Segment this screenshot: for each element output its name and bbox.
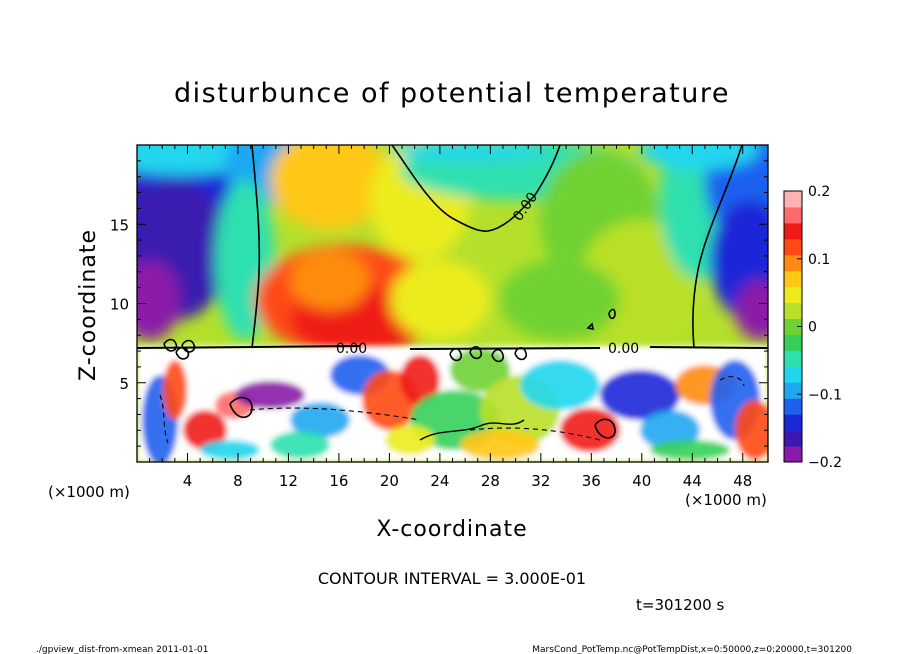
field-blob	[520, 360, 600, 410]
x-tick-label: 24	[430, 472, 449, 490]
colorbar-swatch	[784, 446, 802, 463]
colorbar: 0.2 0.1 0 −0.1 −0.2	[783, 184, 842, 471]
field-blob	[390, 145, 550, 160]
x-tick-label: 8	[233, 472, 243, 490]
field-blob	[650, 440, 730, 460]
field-blob	[137, 260, 180, 340]
x-unit-left: (×1000 m)	[48, 483, 130, 501]
footer-right: MarsCond_PotTemp.nc@PotTempDist,x=0:5000…	[532, 645, 852, 654]
x-tick-label: 40	[632, 472, 651, 490]
field-blob	[460, 430, 540, 460]
colorbar-swatch	[784, 382, 802, 399]
colorbar-tick-label: −0.1	[808, 387, 842, 403]
colorbar-swatch	[784, 238, 802, 256]
x-axis: 4 8 12 16 20 24 28 32 36 40 44 48	[136, 145, 769, 490]
footer-left: ./gpview_dist-from-xmean 2011-01-01	[36, 645, 208, 654]
contour-zero-left	[251, 145, 261, 349]
colorbar-swatch	[784, 398, 802, 415]
colorbar-swatch	[784, 334, 802, 351]
field-blob	[163, 360, 187, 420]
field-blob	[640, 145, 760, 170]
colorbar-tick-label: −0.2	[808, 455, 842, 471]
x-tick-label: 4	[183, 472, 193, 490]
field-blob	[235, 381, 305, 409]
colorbar-swatch	[784, 222, 802, 240]
plot-area: 0.00 0.00 0.00	[137, 145, 768, 462]
y-tick-label: 15	[110, 216, 129, 234]
contour-interval-text: CONTOUR INTERVAL = 3.000E-01	[318, 569, 586, 588]
contour-zero-right	[692, 145, 743, 349]
field-blob	[400, 355, 440, 405]
x-tick-label: 20	[380, 472, 399, 490]
field-blob	[640, 410, 700, 450]
colorbar-swatch	[784, 302, 802, 320]
time-text: t=301200 s	[636, 596, 724, 614]
colorbar-swatch	[784, 206, 802, 224]
contour-zero-top	[391, 145, 561, 232]
colorbar-swatch	[784, 350, 802, 367]
y-tick-label: 10	[110, 296, 129, 314]
contour-label: 0.00	[608, 341, 639, 357]
colorbar-swatch	[784, 270, 802, 288]
x-tick-label: 16	[329, 472, 348, 490]
y-tick-label: 5	[119, 375, 129, 393]
field-blob	[200, 440, 260, 460]
field-blob	[450, 348, 510, 392]
x-tick-label: 32	[531, 472, 550, 490]
contour-interface	[137, 345, 768, 350]
field-blob	[270, 431, 330, 459]
field-blob	[500, 260, 620, 340]
contour-label: 0.00	[336, 341, 367, 357]
field-blob	[270, 145, 390, 230]
x-tick-label: 36	[582, 472, 601, 490]
y-axis-label: Z-coordinate	[76, 229, 101, 381]
field-blob	[290, 402, 350, 438]
field-blob	[560, 408, 620, 452]
x-axis-label: X-coordinate	[376, 517, 527, 542]
y-axis: 5 10 15	[110, 144, 768, 463]
field-blob	[390, 260, 490, 340]
colorbar-tick-label: 0.2	[808, 184, 830, 200]
field-blob	[183, 410, 227, 450]
chart-title: disturbunce of potential temperature	[174, 78, 730, 109]
x-unit-right: (×1000 m)	[685, 491, 767, 509]
colorbar-swatch	[784, 366, 802, 383]
x-tick-label: 48	[733, 472, 752, 490]
colorbar-swatch	[784, 254, 802, 272]
colorbar-tick-label: 0	[808, 320, 817, 336]
colorbar-swatch	[784, 318, 802, 335]
colorbar-swatch	[784, 430, 802, 447]
x-tick-label: 12	[279, 472, 298, 490]
colorbar-swatch	[784, 191, 802, 208]
colorbar-swatch	[784, 286, 802, 304]
field-blob	[385, 425, 435, 455]
field-blob	[735, 280, 768, 340]
field-blob	[735, 400, 768, 460]
field-blob	[600, 370, 680, 420]
x-tick-label: 44	[683, 472, 702, 490]
field-blob	[290, 250, 370, 310]
contour-lines	[137, 145, 768, 444]
colorbar-tick-label: 0.1	[808, 252, 830, 268]
colorbar-swatch	[784, 414, 802, 431]
x-tick-label: 28	[481, 472, 500, 490]
